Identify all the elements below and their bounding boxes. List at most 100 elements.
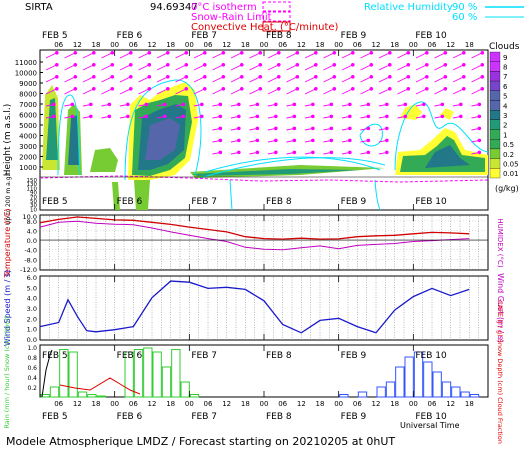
- legend-rh-90: 90 %: [452, 2, 477, 13]
- wind-arrow-head: [440, 114, 445, 119]
- rh-contour: [204, 156, 381, 173]
- wind-arrow: [138, 88, 150, 95]
- cloud-blob: [440, 108, 454, 120]
- colorbar-segment: [489, 90, 501, 101]
- top-hour-labels: 06 12 18 00 06 12 18 00 06 12 18 00 06 12 18 00 06 12 18 00…: [54, 41, 474, 49]
- wind-arrow-head: [295, 50, 300, 55]
- wind-arrow-head: [443, 50, 448, 55]
- cloud-lower-ytick-label: 90: [30, 191, 37, 197]
- wind-arrow: [267, 88, 280, 95]
- wind-arrow: [267, 76, 280, 83]
- wind-arrow-head: [388, 62, 392, 67]
- rh-contour: [374, 179, 381, 211]
- rain-bar: [96, 395, 106, 398]
- wind-arrow: [397, 52, 409, 59]
- wind-arrow-head: [277, 50, 281, 55]
- day-label: FEB 10: [415, 31, 447, 41]
- colorbar-segment: [489, 148, 501, 159]
- wind-arrow-head: [237, 126, 241, 131]
- wind-arrow-head: [403, 102, 408, 107]
- wind-arrow-head: [332, 74, 337, 79]
- hour-label: 12: [222, 41, 231, 49]
- wind-arrow-head: [129, 62, 133, 67]
- hour-label: 00: [185, 41, 194, 49]
- station-name: SIRTA: [25, 2, 53, 13]
- wind-arrow-head: [200, 114, 204, 119]
- cloud-ytick-label: 4000: [19, 133, 37, 141]
- wind-arrow-head: [385, 138, 389, 143]
- wind-arrow-head: [163, 102, 167, 107]
- cloud-panel: 1100010000900080007000600050004000300020…: [3, 42, 520, 225]
- temp-ylabel: Temperature (°C): [3, 208, 12, 278]
- wind-arrow: [304, 88, 317, 95]
- wind-arrow-head: [480, 62, 485, 67]
- wind-arrow-head: [311, 138, 315, 143]
- wind-arrow-head: [110, 50, 115, 55]
- wind-arrow: [434, 76, 446, 83]
- wind-arrow: [452, 52, 465, 59]
- hour-label: 06: [428, 400, 437, 408]
- wind-arrow-head: [422, 114, 426, 119]
- wind-arrow-head: [477, 150, 482, 155]
- hour-label: 12: [297, 41, 306, 49]
- wind-arrow-head: [73, 74, 78, 79]
- cloud-fraction-bar: [460, 391, 470, 398]
- cloud-fraction-bar: [395, 366, 405, 398]
- cloud-fraction-bar: [469, 394, 480, 398]
- day-label: FEB 7: [191, 351, 217, 361]
- wind-arrow-head: [329, 126, 334, 131]
- colorbar-segment: [489, 168, 501, 179]
- wind-arrow-head: [348, 126, 352, 131]
- rh-contour: [124, 79, 202, 181]
- cloud-lower-ytick-label: 10: [30, 207, 37, 213]
- wind-arrow: [156, 76, 169, 83]
- day-label: FEB 9: [341, 351, 367, 361]
- x-axis-label: Universal Time: [400, 421, 460, 430]
- wind-ytick-label: 1.0: [27, 326, 37, 334]
- hour-label: 18: [166, 41, 175, 49]
- wind-arrow-head: [107, 114, 112, 119]
- rain-bar: [124, 351, 134, 398]
- colorbar-segment: [489, 61, 501, 72]
- wind-arrow: [341, 64, 354, 71]
- day-label: FEB 5: [42, 197, 68, 207]
- wind-arrow-head: [52, 114, 56, 119]
- wind-arrow-head: [440, 102, 445, 107]
- wind-arrow: [397, 88, 409, 95]
- hour-label: 12: [148, 41, 157, 49]
- wind-arrow-head: [92, 62, 96, 67]
- wind-arrow: [378, 64, 391, 71]
- precip-ytick-label: 0.8: [27, 355, 37, 362]
- wind-arrow: [119, 76, 132, 83]
- wind-arrow-head: [366, 102, 371, 107]
- wind-arrow-head: [55, 50, 59, 55]
- temp-ytick-label: 0.0: [27, 237, 37, 245]
- colorbar-tick-label: 5: [503, 93, 507, 101]
- cloud-lower-ytick-label: 110: [27, 186, 38, 192]
- wind-arrow-head: [144, 114, 149, 119]
- day-label: FEB 6: [117, 412, 143, 422]
- wind-arrow: [119, 64, 132, 71]
- wind-arrow-head: [369, 74, 374, 79]
- wind-ytick-label: 3.0: [27, 305, 37, 313]
- wind-arrow-head: [89, 114, 93, 119]
- wind-arrow: [138, 52, 150, 59]
- wind-arrow-head: [388, 50, 392, 55]
- wind-arrow: [101, 52, 113, 59]
- wind-arrow: [249, 64, 261, 71]
- precip-ytick-label: 1.0: [27, 345, 37, 352]
- precip-bars: [40, 347, 480, 398]
- bottom-hour-labels: 06 12 18 00 06 12 18 00 06 12 18 00 06 12 18 00 06 12 18 00…: [54, 400, 474, 408]
- wind-arrow: [415, 76, 428, 83]
- cloud-fraction-bar: [423, 361, 433, 398]
- wind-arrow-head: [425, 62, 429, 67]
- legend-snow-rain: Snow-Rain Limit: [191, 12, 272, 23]
- wind-arrow-head: [477, 102, 482, 107]
- bottom-day-labels: FEB 5 FEB 6 FEB 7 FEB 8 FEB 9 FEB 10: [42, 412, 447, 422]
- wind-arrow-head: [311, 114, 315, 119]
- wind-arrow-head: [258, 74, 263, 79]
- rain-bar: [180, 381, 190, 398]
- hour-label: 00: [185, 400, 194, 408]
- day-label: FEB 5: [42, 31, 68, 41]
- cape-line: [59, 377, 141, 395]
